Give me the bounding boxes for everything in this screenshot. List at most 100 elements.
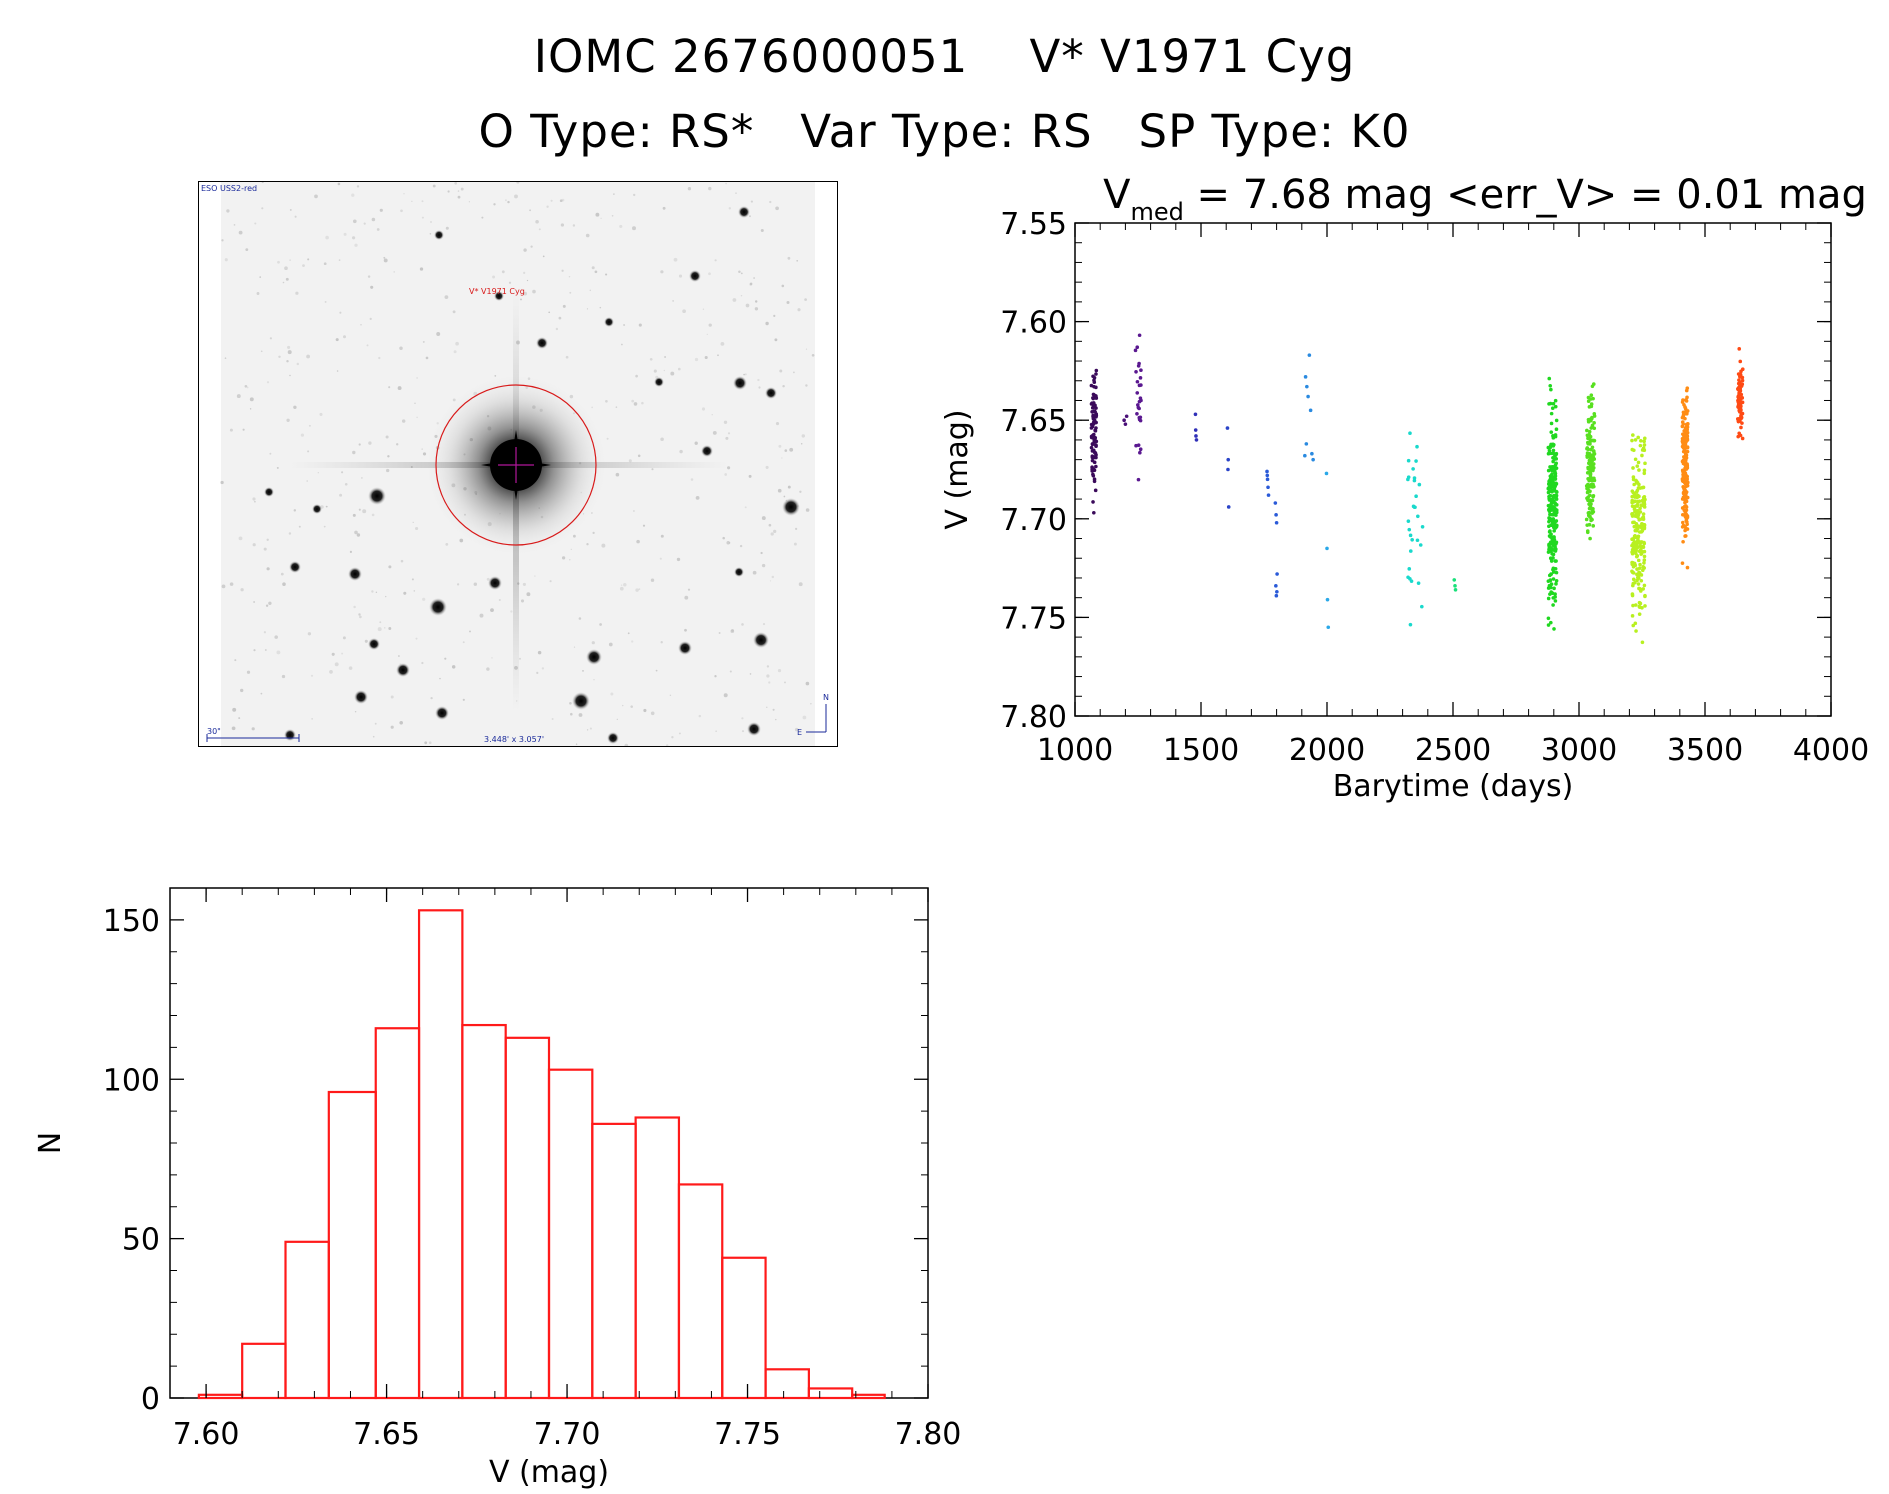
faint-star <box>749 673 752 675</box>
faint-star <box>638 588 641 591</box>
histogram-bar <box>284 1240 330 1400</box>
data-point <box>1636 460 1641 465</box>
data-point <box>1631 541 1635 546</box>
faint-star <box>383 258 388 263</box>
histogram-bar <box>197 1393 244 1400</box>
data-point <box>1588 536 1592 541</box>
data-point <box>1587 437 1592 441</box>
faint-star <box>784 449 788 452</box>
data-point <box>1587 461 1591 466</box>
faint-star <box>777 668 782 673</box>
data-point <box>1551 455 1555 460</box>
faint-star <box>444 657 447 660</box>
faint-star <box>805 508 810 512</box>
faint-star <box>339 493 343 497</box>
plot-frame <box>1074 222 1832 717</box>
field-star <box>488 576 502 590</box>
faint-star <box>341 471 344 474</box>
faint-star <box>605 273 608 276</box>
faint-star <box>249 397 254 402</box>
faint-star <box>266 381 270 384</box>
data-point <box>1094 413 1099 418</box>
faint-star <box>546 205 549 208</box>
data-point <box>1548 401 1553 406</box>
data-point <box>1139 368 1143 372</box>
faint-star <box>762 623 766 626</box>
data-point <box>1638 562 1642 567</box>
faint-star <box>453 350 457 354</box>
data-point <box>1226 457 1231 462</box>
faint-star <box>537 650 542 655</box>
data-point <box>1547 543 1551 548</box>
data-point <box>1643 604 1647 608</box>
data-point <box>1592 421 1596 425</box>
data-point <box>1642 494 1647 499</box>
data-point <box>1639 551 1644 556</box>
field-star <box>607 732 619 744</box>
faint-star <box>362 509 367 514</box>
data-point <box>1553 474 1558 478</box>
faint-star <box>714 259 717 262</box>
faint-star <box>507 200 510 204</box>
data-point <box>1588 442 1592 446</box>
data-point <box>1684 388 1689 393</box>
faint-star <box>670 371 675 376</box>
title-sub: med <box>1130 198 1183 226</box>
data-point <box>1637 566 1642 570</box>
faint-star <box>285 277 289 281</box>
data-point <box>1552 529 1556 533</box>
data-point <box>1265 469 1269 474</box>
data-point <box>1631 490 1636 495</box>
faint-star <box>538 228 541 231</box>
faint-star <box>679 449 683 454</box>
faint-star <box>349 550 352 553</box>
faint-star <box>240 688 244 693</box>
faint-star <box>261 207 264 210</box>
data-point <box>1138 376 1143 380</box>
data-point <box>1406 458 1411 463</box>
faint-star <box>653 369 657 373</box>
faint-star <box>784 681 786 684</box>
faint-star <box>631 640 634 643</box>
data-point <box>1680 477 1685 481</box>
data-point <box>1633 514 1638 518</box>
chart-title-line2: O Type: RS* Var Type: RS SP Type: K0 <box>478 105 1411 158</box>
data-point <box>1554 513 1558 517</box>
faint-star <box>276 650 281 655</box>
data-point <box>1630 511 1634 516</box>
data-point <box>1685 430 1690 435</box>
data-point <box>1589 426 1593 430</box>
faint-star <box>593 679 595 681</box>
field-star <box>689 270 701 282</box>
data-point <box>1587 478 1591 483</box>
faint-star <box>529 209 531 212</box>
data-point <box>1551 459 1555 464</box>
faint-star <box>635 588 639 592</box>
data-point <box>1642 541 1647 546</box>
field-star <box>284 729 296 741</box>
faint-star <box>752 570 757 575</box>
faint-star <box>761 516 766 521</box>
faint-star <box>760 551 763 555</box>
data-point <box>1636 534 1641 539</box>
faint-star <box>758 386 761 389</box>
faint-star <box>676 557 681 562</box>
data-point <box>1310 451 1314 456</box>
faint-star <box>779 369 783 373</box>
histogram-bar <box>327 1090 377 1400</box>
data-point <box>1685 395 1689 400</box>
faint-star <box>265 604 269 607</box>
data-point <box>1681 495 1686 500</box>
data-point <box>1554 427 1559 432</box>
faint-star <box>246 386 249 389</box>
data-point <box>1092 510 1096 515</box>
faint-star <box>245 248 249 252</box>
data-point <box>1633 621 1638 626</box>
faint-star <box>805 384 808 387</box>
data-point <box>1549 620 1553 625</box>
data-point <box>1547 573 1552 578</box>
data-point <box>1684 496 1689 501</box>
data-point <box>1136 403 1140 407</box>
faint-star <box>555 327 559 331</box>
faint-star <box>260 350 263 353</box>
